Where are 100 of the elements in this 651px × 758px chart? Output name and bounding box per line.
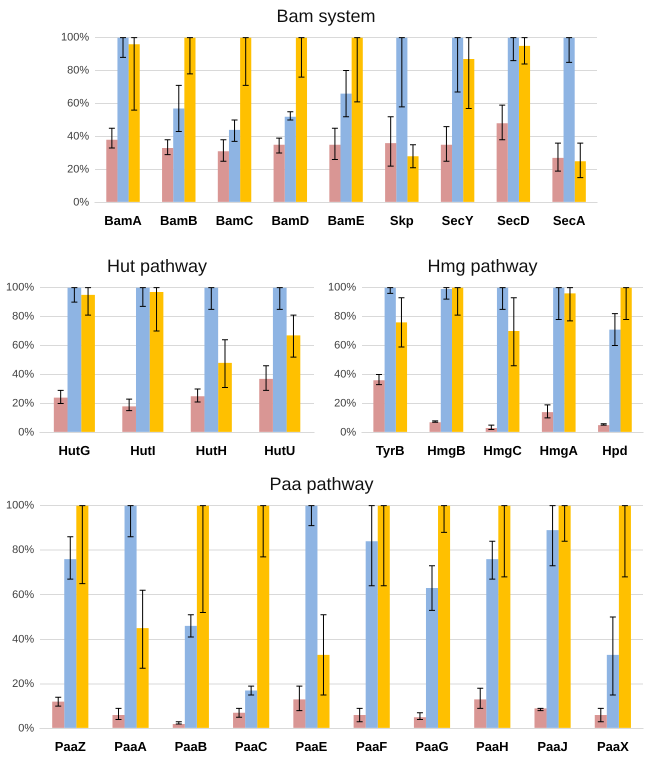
- bar: [463, 59, 474, 202]
- bar: [340, 94, 352, 202]
- bar: [240, 38, 252, 202]
- y-tick-label: 0%: [340, 426, 356, 438]
- y-tick-label: 40%: [334, 368, 356, 381]
- x-tick-label: SecD: [497, 212, 530, 228]
- y-tick-label: 60%: [12, 340, 34, 352]
- y-tick-label: 80%: [12, 310, 34, 323]
- bar: [274, 144, 285, 202]
- x-tick-label: BamC: [216, 212, 254, 228]
- bar: [396, 322, 408, 432]
- x-tick-label: PaaH: [476, 738, 509, 754]
- bar: [245, 690, 258, 728]
- bar: [184, 626, 197, 728]
- bar: [407, 156, 419, 202]
- x-tick-label: BamA: [104, 212, 142, 228]
- x-tick-label: HutG: [58, 442, 90, 458]
- bar: [352, 38, 363, 202]
- bar: [618, 506, 631, 728]
- y-tick-label: 100%: [6, 282, 34, 294]
- bar: [196, 506, 209, 728]
- bar: [272, 288, 287, 432]
- x-tick-label: TyrB: [376, 442, 405, 458]
- bar: [117, 38, 129, 202]
- x-tick-label: Hpd: [602, 442, 628, 458]
- bar: [190, 396, 204, 432]
- bar: [486, 559, 498, 728]
- bar: [452, 288, 464, 432]
- bar: [286, 335, 300, 432]
- x-tick-label: BamD: [272, 212, 310, 228]
- chart-title: Hut pathway: [106, 256, 208, 276]
- bar: [574, 161, 586, 202]
- x-tick-label: PaaJ: [537, 738, 568, 754]
- y-tick-label: 20%: [67, 163, 90, 176]
- bar: [162, 148, 174, 202]
- bar: [558, 506, 571, 728]
- bar: [508, 38, 519, 202]
- bar: [136, 288, 150, 432]
- bar: [384, 288, 396, 432]
- bar: [54, 398, 68, 432]
- chart-title: Paa pathway: [269, 474, 374, 494]
- bar: [552, 158, 564, 202]
- bar: [150, 292, 164, 432]
- bar: [76, 506, 88, 728]
- bar: [606, 654, 619, 728]
- bar: [233, 712, 246, 728]
- x-tick-label: PaaF: [356, 738, 388, 754]
- x-tick-label: PaaZ: [54, 738, 86, 754]
- y-tick-label: 40%: [12, 368, 34, 381]
- bar: [396, 38, 408, 202]
- chart-title: Hmg pathway: [427, 256, 538, 276]
- bar: [257, 506, 270, 728]
- y-tick-label: 0%: [18, 426, 34, 438]
- x-tick-label: HutI: [130, 442, 156, 458]
- bar: [228, 130, 240, 202]
- bar: [124, 506, 137, 728]
- x-tick-label: PaaE: [296, 738, 328, 754]
- bar: [378, 506, 390, 728]
- y-tick-label: 0%: [18, 722, 34, 734]
- bar: [317, 654, 330, 728]
- x-tick-label: BamB: [160, 212, 198, 228]
- bar: [452, 38, 464, 202]
- bar: [259, 378, 273, 432]
- bar: [385, 143, 396, 202]
- bar: [508, 331, 520, 432]
- x-tick-label: HmgA: [540, 442, 578, 458]
- x-tick-label: PaaG: [415, 738, 449, 754]
- y-tick-label: 60%: [12, 588, 34, 601]
- bar: [366, 541, 378, 728]
- bar: [218, 362, 232, 432]
- x-tick-label: PaaB: [174, 738, 208, 754]
- x-tick-label: HmgB: [427, 442, 466, 458]
- y-tick-label: 100%: [6, 500, 34, 512]
- bar: [440, 289, 452, 432]
- y-tick-label: 60%: [334, 340, 356, 352]
- x-tick-label: PaaX: [596, 738, 630, 754]
- x-tick-label: SecY: [442, 212, 474, 228]
- bar: [474, 699, 486, 728]
- bar: [438, 506, 450, 728]
- bar: [534, 708, 547, 728]
- y-tick-label: 80%: [334, 310, 356, 323]
- bar: [81, 294, 95, 432]
- bar: [553, 288, 564, 432]
- bar: [68, 288, 82, 432]
- y-tick-label: 40%: [67, 130, 90, 143]
- bar: [296, 38, 308, 202]
- bar: [305, 506, 318, 728]
- bar: [598, 425, 610, 432]
- bar: [564, 38, 575, 202]
- bar: [430, 422, 441, 432]
- x-tick-label: BamE: [328, 212, 365, 228]
- bar: [184, 38, 196, 202]
- bar: [329, 144, 340, 202]
- y-tick-label: 40%: [12, 633, 34, 646]
- y-tick-label: 60%: [67, 98, 90, 110]
- bar: [218, 151, 229, 202]
- bar: [173, 108, 184, 202]
- y-tick-label: 80%: [67, 64, 90, 77]
- bar: [172, 724, 185, 728]
- y-tick-label: 80%: [12, 544, 34, 556]
